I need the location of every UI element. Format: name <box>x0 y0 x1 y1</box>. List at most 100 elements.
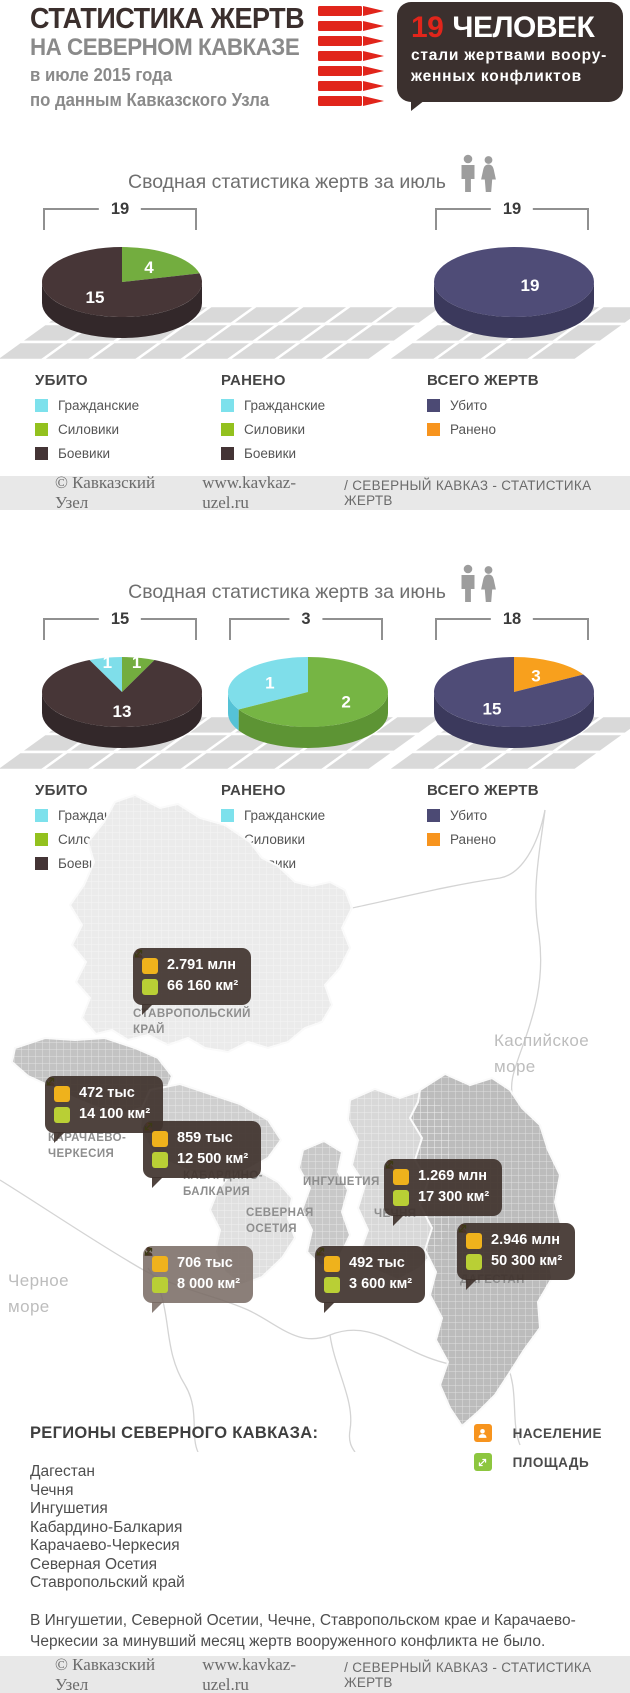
legend-label: Силовики <box>244 832 305 847</box>
callout-area-row: 50 300 км² <box>458 1224 563 1272</box>
callout-population-row: 859 тыс <box>144 1121 248 1149</box>
legend-july-wounded: РАНЕНО Гражданские Силовики Боевики <box>216 372 396 461</box>
legend-july-total: ВСЕГО ЖЕРТВ Убито Ранено <box>422 372 602 437</box>
area-value: 66 160 км² <box>167 978 239 994</box>
population-icon <box>473 1424 492 1442</box>
legend-title: ВСЕГО ЖЕРТВ <box>427 782 539 799</box>
map-legend: НАСЕЛЕНИЕ ПЛОЩАДЬ <box>473 1424 602 1482</box>
pie-june-wounded: 12 <box>177 657 448 772</box>
population-icon <box>144 1246 168 1272</box>
legend-label: Ранено <box>450 422 496 437</box>
region-callout: 472 тыс 14 100 км² <box>45 1076 164 1143</box>
legend-title: РАНЕНО <box>221 372 286 389</box>
legend-swatch <box>427 833 440 846</box>
pie-chart-june-total: 18 3 15 ВСЕГО ЖЕРТВ Убито Ранено <box>383 610 630 871</box>
region-label: КАРАЧАЕВО- ЧЕРКЕСИЯ <box>48 1132 127 1161</box>
callout-area-row: 3 600 км² <box>316 1247 413 1295</box>
svg-text:15: 15 <box>483 700 502 719</box>
total-value: 19 <box>98 200 142 219</box>
callout-area-row: 8 000 км² <box>144 1247 240 1295</box>
legend-label: Гражданские <box>244 808 326 823</box>
pie-june-killed: 1 1 13 <box>0 653 262 772</box>
callout-area-row: 12 500 км² <box>144 1122 248 1170</box>
area-value: 50 300 км² <box>491 1253 563 1269</box>
regions-block: РЕГИОНЫ СЕВЕРНОГО КАВКАЗА: Дагестан Чечня… <box>0 1424 630 1652</box>
legend-item: Гражданские <box>35 398 210 413</box>
main-title-line2: НА СЕВЕРНОМ КАВКАЗЕ <box>30 34 300 61</box>
population-value: 1.269 млн <box>418 1168 488 1184</box>
no-victims-note: В Ингушетии, Северной Осетии, Чечне, Ста… <box>30 1611 576 1650</box>
svg-text:2: 2 <box>341 693 350 712</box>
bullets-icon <box>318 6 384 106</box>
main-title-line3: в июле 2015 года <box>30 65 173 85</box>
svg-text:19: 19 <box>521 276 540 295</box>
legend-item: Гражданские <box>221 808 396 823</box>
population-icon <box>316 1246 340 1272</box>
legend-item: Силовики <box>35 422 210 437</box>
legend-title: ВСЕГО ЖЕРТВ <box>427 372 539 389</box>
region-callout: 492 тыс 3 600 км² <box>315 1246 426 1313</box>
footer-url[interactable]: www.kavkaz-uzel.ru <box>202 1654 296 1693</box>
legend-swatch <box>427 809 440 822</box>
population-value: 472 тыс <box>79 1085 135 1101</box>
victims-word: ЧЕЛОВЕК <box>452 11 595 44</box>
legend-label: Гражданские <box>244 398 326 413</box>
pie-chart-july-total: 19 19 ВСЕГО ЖЕРТВ Убито Ранено <box>383 200 630 461</box>
total-bracket: 18 <box>435 610 589 640</box>
legend-label: Убито <box>450 398 488 413</box>
legend-item: Гражданские <box>221 398 396 413</box>
footer-copyright: © Кавказский Узел <box>55 1654 156 1693</box>
region-callout: 1.269 млн 17 300 км² <box>384 1159 503 1226</box>
regions-list: Дагестан Чечня Ингушетия Кабардино-Балкария… <box>30 1463 600 1593</box>
legend-swatch <box>35 857 48 870</box>
region-callout: 706 тыс 8 000 км² <box>143 1246 254 1313</box>
region-list-item: Карачаево-Черкесия <box>30 1537 180 1554</box>
callout-area-row: 17 300 км² <box>385 1160 490 1208</box>
total-bracket: 19 <box>435 200 589 230</box>
badge-text-line1: стали жертвами воору- <box>411 47 608 64</box>
population-icon <box>46 1076 70 1102</box>
legend-title: РАНЕНО <box>221 782 286 799</box>
legend-item: Убито <box>427 398 602 413</box>
pie-july-wounded <box>177 304 448 362</box>
legend-item: Ранено <box>427 832 602 847</box>
legend-july-killed: УБИТО Гражданские Силовики Боевики <box>30 372 210 461</box>
svg-text:4: 4 <box>144 258 154 277</box>
footer-bar: © Кавказский Узел www.kavkaz-uzel.ru / С… <box>0 473 630 512</box>
svg-text:3: 3 <box>531 666 540 685</box>
map-legend-item: ПЛОЩАДЬ <box>473 1453 602 1471</box>
legend-swatch <box>35 809 48 822</box>
region-callout: 859 тыс 12 500 км² <box>143 1121 262 1188</box>
footer-url[interactable]: www.kavkaz-uzel.ru <box>202 473 296 512</box>
callout-area-row: 66 160 км² <box>134 949 239 997</box>
main-title-line4: по данным Кавказского Узла <box>30 90 270 110</box>
callout-population-row: 1.269 млн <box>385 1159 489 1187</box>
legend-swatch <box>35 399 48 412</box>
footer-suffix: / СЕВЕРНЫЙ КАВКАЗ - СТАТИСТИКА ЖЕРТВ <box>344 1659 592 1690</box>
legend-title: УБИТО <box>35 372 88 389</box>
legend-title: УБИТО <box>35 782 88 799</box>
total-value: 3 <box>289 610 323 629</box>
pie-june-total: 3 15 <box>383 657 630 772</box>
population-value: 492 тыс <box>349 1255 405 1271</box>
callout-area-row: 14 100 км² <box>46 1077 150 1125</box>
area-value: 17 300 км² <box>418 1189 490 1205</box>
pie-july-total: 19 <box>383 247 630 362</box>
svg-text:15: 15 <box>86 288 105 307</box>
svg-text:1: 1 <box>132 653 141 672</box>
pie-july-killed: 4 15 <box>0 247 262 362</box>
legend-label: Убито <box>450 808 488 823</box>
legend-label: Гражданские <box>58 398 140 413</box>
area-icon <box>385 1160 409 1206</box>
total-bracket: 19 <box>43 200 197 230</box>
legend-june-total: ВСЕГО ЖЕРТВ Убито Ранено <box>422 782 602 847</box>
population-value: 2.791 млн <box>167 957 237 973</box>
region-label: ИНГУШЕТИЯ <box>303 1176 380 1188</box>
legend-label: Силовики <box>58 422 119 437</box>
population-icon <box>458 1223 482 1249</box>
area-icon <box>473 1453 492 1471</box>
area-value: 3 600 км² <box>349 1276 413 1292</box>
legend-item: Убито <box>427 808 602 823</box>
